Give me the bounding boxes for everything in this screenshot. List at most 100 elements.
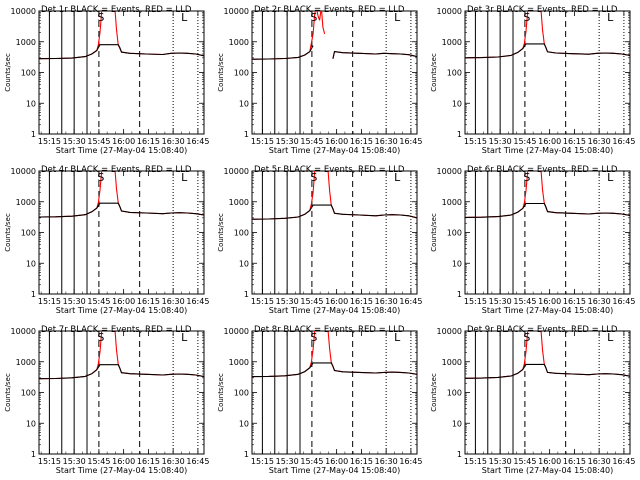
y-tick-label: 1: [244, 130, 249, 139]
y-tick-label: 1000: [16, 198, 36, 207]
x-tick-label: 16:00: [112, 457, 135, 466]
x-tick-label: 15:15: [251, 137, 274, 146]
x-tick-label: 16:15: [137, 457, 160, 466]
y-tick-label: 1000: [442, 358, 462, 367]
series-line: [465, 363, 630, 379]
detector-panel: 1 10 100 1000 10000 15:15 15:30 15:45 16:00 16:15…: [4, 165, 209, 315]
y-axis-label: Counts/sec: [4, 373, 12, 412]
x-tick-label: 15:30: [276, 297, 299, 306]
x-tick-label: 16:15: [137, 137, 160, 146]
y-tick-label: 100: [447, 389, 462, 398]
marker-l-label: L: [607, 11, 614, 24]
x-tick-label: 15:30: [63, 457, 86, 466]
x-tick-label: 16:45: [399, 137, 422, 146]
x-tick-label: 16:00: [112, 297, 135, 306]
y-tick-label: 10: [452, 419, 462, 428]
detector-panel: 1 10 100 1000 10000 15:15 15:30 15:45 16:00 16:15…: [430, 165, 635, 315]
x-tick-label: 16:45: [612, 457, 635, 466]
x-tick-label: 16:15: [350, 457, 373, 466]
x-axis-label: Start Time (27-May-04 15:08:40): [56, 466, 187, 475]
y-tick-label: 100: [21, 389, 36, 398]
x-tick-label: 15:30: [63, 297, 86, 306]
x-tick-label: 16:00: [112, 137, 135, 146]
y-axis-label: Counts/sec: [4, 53, 12, 92]
series-line: [252, 45, 417, 60]
y-axis-label: Counts/sec: [430, 213, 438, 252]
y-tick-label: 10000: [224, 7, 249, 16]
y-tick-label: 1: [457, 450, 462, 459]
series-group: [465, 331, 630, 379]
marker-l-label: L: [394, 331, 401, 344]
y-tick-label: 10000: [224, 327, 249, 336]
plot-frame: [251, 330, 418, 455]
marker-l-label: L: [181, 171, 188, 184]
x-tick-label: 16:45: [399, 457, 422, 466]
marker-l-label: L: [181, 331, 188, 344]
plot-frame: [38, 10, 205, 135]
y-tick-label: 1000: [442, 38, 462, 47]
y-tick-label: 1000: [442, 198, 462, 207]
series-line: [39, 44, 204, 60]
x-axis-label: Start Time (27-May-04 15:08:40): [56, 146, 187, 155]
x-tick-label: 16:15: [137, 297, 160, 306]
plot-frame: [38, 170, 205, 295]
y-tick-label: 10000: [11, 7, 36, 16]
detector-panel: 1 10 100 1000 10000 15:15 15:30 15:45 16:00 16:15…: [4, 5, 209, 155]
series-line: [252, 362, 417, 378]
y-tick-label: 1: [31, 130, 36, 139]
panel-title: Det 1r BLACK = Events, RED = LLD: [41, 5, 192, 15]
x-axis-label: Start Time (27-May-04 15:08:40): [269, 306, 400, 315]
marker-s-label: S: [523, 171, 530, 184]
y-tick-label: 10: [452, 259, 462, 268]
x-tick-label: 15:30: [276, 137, 299, 146]
y-tick-label: 10000: [437, 7, 462, 16]
panel-title: Det 8r BLACK = Events, RED = LLD: [254, 325, 405, 335]
x-axis-label: Start Time (27-May-04 15:08:40): [482, 146, 613, 155]
y-tick-label: 100: [447, 69, 462, 78]
y-tick-label: 100: [234, 229, 249, 238]
x-tick-label: 16:30: [162, 297, 185, 306]
x-tick-label: 15:15: [38, 457, 61, 466]
series-group: [252, 171, 417, 220]
y-tick-label: 1000: [16, 358, 36, 367]
x-tick-label: 16:30: [162, 457, 185, 466]
series-group: [465, 11, 630, 59]
y-axis-label: Counts/sec: [4, 213, 12, 252]
series-group: [39, 11, 204, 60]
y-tick-label: 1000: [229, 38, 249, 47]
x-tick-label: 15:45: [300, 137, 323, 146]
y-axis-label: Counts/sec: [217, 373, 225, 412]
marker-l-label: L: [607, 331, 614, 344]
y-tick-label: 100: [234, 389, 249, 398]
y-tick-label: 10: [26, 419, 36, 428]
x-tick-label: 16:30: [375, 137, 398, 146]
y-tick-label: 100: [234, 69, 249, 78]
x-tick-label: 15:15: [464, 297, 487, 306]
marker-s-label: S: [97, 11, 104, 24]
marker-s-label: S: [97, 331, 104, 344]
x-tick-label: 16:00: [538, 457, 561, 466]
detector-panel: 1 10 100 1000 10000 15:15 15:30 15:45 16:00 16:15…: [4, 325, 209, 475]
x-tick-label: 16:00: [325, 137, 348, 146]
marker-s-label: S: [310, 11, 317, 24]
detector-panel: 1 10 100 1000 10000 15:15 15:30 15:45 16:00 16:15…: [217, 165, 422, 315]
y-tick-label: 1000: [229, 358, 249, 367]
x-tick-label: 15:45: [87, 457, 110, 466]
x-tick-label: 16:45: [399, 297, 422, 306]
y-tick-label: 10000: [11, 327, 36, 336]
panel-title: Det 6r BLACK = Events, RED = LLD: [467, 165, 618, 175]
y-axis-label: Counts/sec: [430, 373, 438, 412]
series-group: [465, 171, 630, 218]
x-tick-label: 16:00: [538, 297, 561, 306]
x-axis-label: Start Time (27-May-04 15:08:40): [269, 146, 400, 155]
series-group: [252, 11, 417, 60]
series-group: [39, 331, 204, 380]
x-tick-label: 15:45: [513, 137, 536, 146]
marker-l-label: L: [607, 171, 614, 184]
x-tick-label: 16:30: [375, 297, 398, 306]
plot-frame: [464, 330, 631, 455]
plot-frame: [464, 10, 631, 135]
y-tick-label: 10: [239, 419, 249, 428]
y-tick-label: 10000: [437, 327, 462, 336]
